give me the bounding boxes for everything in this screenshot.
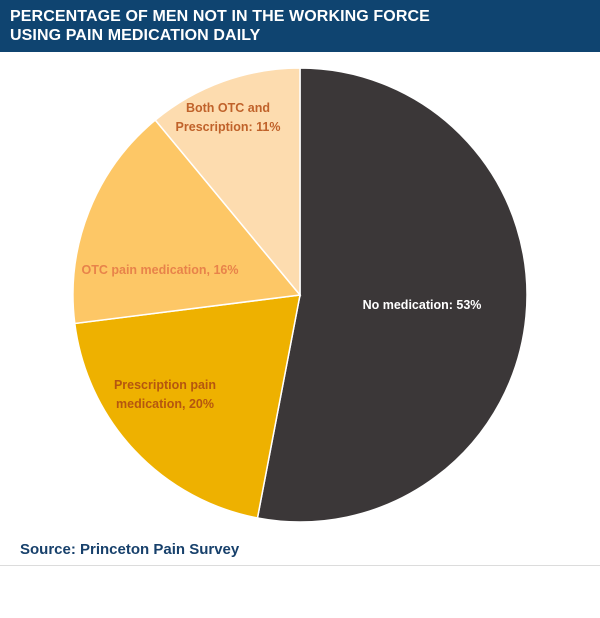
- source-note: Source: Princeton Pain Survey: [20, 541, 240, 558]
- data-label-prescription-pain-medication: Prescription pain medication, 20%: [114, 378, 216, 411]
- pie-slice-otc-pain-medication: [72, 119, 302, 325]
- pie-labels: No medication: 53% Prescription pain medic…: [82, 101, 482, 411]
- pie-slice-both-otc-and-prescription: [154, 67, 301, 298]
- pie-chart: No medication: 53% Prescription pain medic…: [72, 67, 528, 523]
- data-label-both-otc-and-prescription: Both OTC and Prescription: 11%: [176, 101, 281, 134]
- chart-title-line-2: USING PAIN MEDICATION DAILY: [10, 27, 261, 44]
- pie-slices: [72, 67, 528, 523]
- pie-slice-no-medication: [256, 67, 528, 523]
- footer-divider: [0, 565, 600, 566]
- data-label-otc-pain-medication: OTC pain medication, 16%: [82, 263, 239, 277]
- chart-header: PERCENTAGE OF MEN NOT IN THE WORKING FOR…: [0, 0, 600, 52]
- chart-title-line-1: PERCENTAGE OF MEN NOT IN THE WORKING FOR…: [10, 8, 430, 25]
- pie-slice-prescription-pain-medication: [73, 294, 301, 519]
- data-label-no-medication: No medication: 53%: [363, 298, 482, 312]
